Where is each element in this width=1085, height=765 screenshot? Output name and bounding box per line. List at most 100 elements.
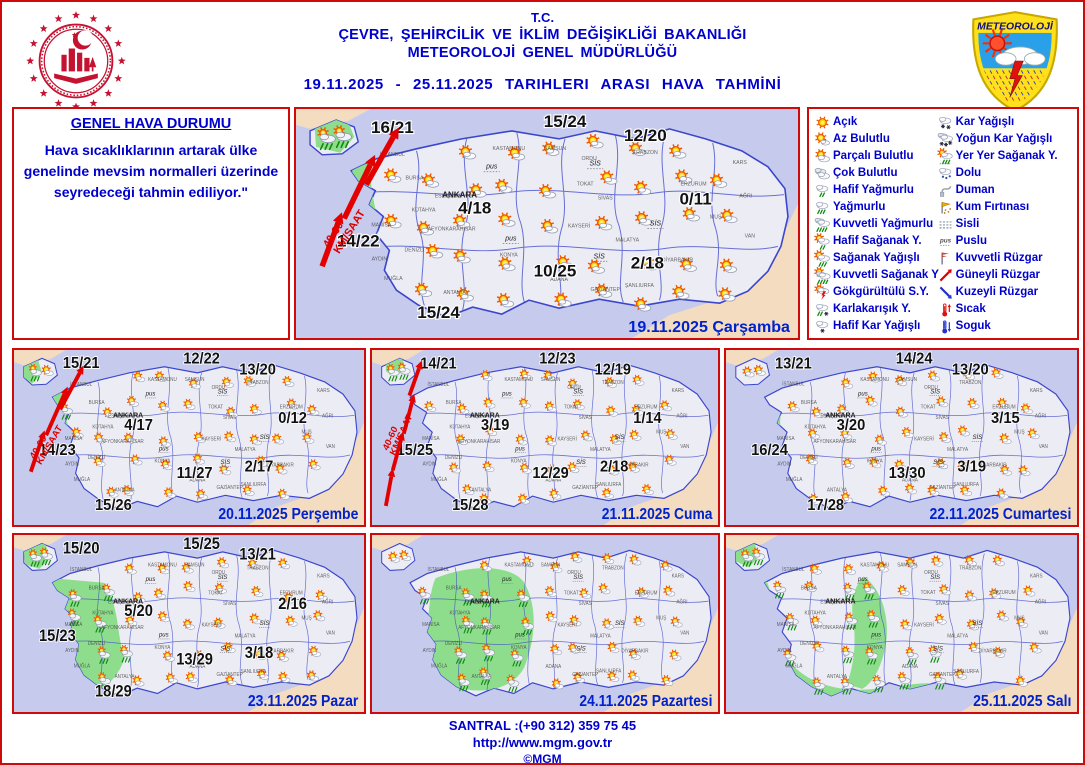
sun-cloud-weather-icon (664, 454, 677, 466)
sun-cloud-weather-icon (927, 485, 940, 497)
sun-cloud-weather-icon (286, 398, 299, 410)
sun-cloud-weather-icon (874, 434, 887, 446)
svg-text:KAYSERİ: KAYSERİ (568, 223, 590, 230)
ministry-logo-svg (26, 11, 126, 111)
forecast-map-sunday: İSTANBUL BURSA ESKİŞEHİR KÜTAHYA MANİSA AYDIN… (12, 533, 366, 714)
svg-text:MALATYA: MALATYA (947, 447, 969, 453)
svg-text:10/25: 10/25 (534, 261, 577, 280)
svg-text:SAMSUN: SAMSUN (185, 562, 205, 568)
legend-box: Açık Az Bulutlu Parçalı Bulutlu Çok Bulutlu… (807, 107, 1079, 340)
turkey-map-svg: İSTANBUL BURSA ESKİŞEHİR KÜTAHYA MANİSA AYDIN… (726, 535, 1077, 712)
legend-item: Sağanak Yağışlı (814, 249, 937, 267)
temperature-labels: 15/21 12/22 13/20 14/23 4/17 0/12 11/27 2/17 15/… (38, 350, 307, 515)
province-borders (55, 553, 355, 691)
svg-text:MALATYA: MALATYA (590, 447, 611, 453)
map-date-label: 22.11.2025 Cumartesi (929, 506, 1071, 523)
snow-icon (938, 116, 951, 129)
sun-cloud-weather-icon (810, 615, 823, 627)
svg-text:GAZİANTEP: GAZİANTEP (929, 671, 955, 678)
svg-text:SİS: SİS (260, 433, 270, 441)
sun-cloud-weather-icon (895, 406, 908, 418)
svg-text:VAN: VAN (326, 630, 336, 636)
sun-cloud-weather-icon (837, 403, 850, 415)
svg-text:SİS: SİS (930, 387, 940, 395)
rain-weather-icon (333, 125, 352, 149)
sun-cloud-weather-icon (518, 397, 531, 409)
city-labels: İSTANBULBURSAESKİŞEHİRKÜTAHYAMANİSAAYDIN… (371, 146, 755, 296)
rain-weather-icon (482, 643, 495, 662)
shower-1-icon (814, 232, 830, 250)
sun-cloud-weather-icon (545, 611, 558, 623)
sun-cloud-weather-icon (554, 292, 572, 307)
sun-cloud-weather-icon (414, 282, 433, 297)
svg-text:pus: pus (501, 576, 512, 583)
sun-cloud-weather-icon (631, 404, 644, 416)
sun-cloud-weather-icon (663, 585, 676, 597)
sun-small-cloud-icon (815, 131, 830, 145)
legend-label: Kuvvetli Yağmurlu (833, 218, 934, 230)
svg-text:ORDU: ORDU (567, 385, 581, 391)
rain-weather-icon (93, 614, 107, 633)
svg-text:GAZİANTEP: GAZİANTEP (217, 484, 243, 491)
turkey-map-svg: İSTANBUL BURSA ESKİŞEHİR KÜTAHYA MANİSA AYDIN… (726, 350, 1077, 525)
snow-light-icon (816, 320, 829, 333)
svg-text:KASTAMONU: KASTAMONU (504, 377, 533, 383)
svg-text:KAYSERİ: KAYSERİ (202, 621, 222, 628)
rain-weather-icon (506, 674, 520, 693)
city-labels: İSTANBULBURSAESKİŞEHİRKÜTAHYAMANİSAAYDIN… (65, 562, 336, 680)
legend-label: Kum Fırtınası (955, 201, 1030, 213)
svg-text:KASTAMONU: KASTAMONU (148, 377, 177, 383)
svg-text:SİS: SİS (650, 220, 662, 228)
svg-text:DİYARBAKIR: DİYARBAKIR (266, 648, 294, 655)
sun-cloud-weather-icon (277, 488, 290, 500)
sun-cloud-weather-icon (1016, 616, 1029, 628)
rain-weather-icon (785, 612, 799, 631)
svg-text:AYDIN: AYDIN (65, 461, 79, 467)
sun-cloud-weather-icon (602, 553, 615, 565)
rain-weather-icon (397, 362, 411, 380)
neighbor-land-nw (296, 109, 371, 129)
sun-cloud-weather-icon (457, 403, 470, 415)
legend-item: pus Puslu (937, 233, 1075, 249)
sun-cloud-weather-icon (602, 487, 614, 499)
neighbor-land-se (603, 608, 718, 712)
city-labels: İSTANBULBURSAESKİŞEHİRKÜTAHYAMANİSAAYDIN… (422, 377, 690, 494)
sun-cloud-weather-icon (247, 558, 260, 570)
svg-text:pus: pus (514, 631, 525, 638)
svg-text:KONYA: KONYA (511, 645, 527, 651)
svg-text:KÜTAHYA: KÜTAHYA (805, 609, 827, 616)
svg-text:TOKAT: TOKAT (208, 590, 223, 596)
svg-text:MUŞ: MUŞ (656, 615, 666, 621)
svg-text:ORDU: ORDU (924, 570, 938, 576)
svg-text:GAZİANTEP: GAZİANTEP (217, 671, 243, 678)
svg-text:TRABZON: TRABZON (959, 565, 982, 571)
legend-item: Az Bulutlu (814, 131, 937, 147)
svg-text:DİYARBAKIR: DİYARBAKIR (662, 256, 693, 263)
svg-text:SİVAS: SİVAS (598, 195, 614, 202)
sun-cloud-weather-icon (125, 614, 138, 627)
rain-weather-icon (28, 549, 42, 567)
rain-weather-icon (97, 672, 111, 690)
sun-cloud-weather-icon (569, 615, 582, 627)
sun-cloud-weather-icon (193, 431, 206, 443)
sun-cloud-weather-icon (384, 168, 402, 183)
rain-weather-icon (841, 645, 855, 664)
svg-text:ERZURUM: ERZURUM (635, 590, 658, 596)
svg-text:MANİSA: MANİSA (422, 435, 440, 442)
sun-cloud-weather-icon (154, 371, 167, 383)
neighbor-land-se (248, 608, 364, 712)
svg-text:SİS: SİS (221, 644, 231, 652)
rain-weather-icon (480, 589, 493, 608)
forecast-map-thursday: İSTANBUL BURSA ESKİŞEHİR KÜTAHYA MANİSA AYDIN… (12, 348, 366, 527)
sun-cloud-weather-icon (567, 642, 580, 654)
city-labels: İSTANBULBURSAESKİŞEHİRKÜTAHYAMANİSAAYDIN… (422, 562, 690, 680)
svg-text:SİVAS: SİVAS (223, 414, 236, 421)
svg-text:KAYSERİ: KAYSERİ (202, 435, 222, 442)
sun-cloud-weather-icon (609, 434, 622, 446)
sun-cloud-weather-icon (550, 561, 563, 573)
svg-text:SİS: SİS (615, 619, 625, 627)
svg-text:SİS: SİS (576, 459, 586, 466)
sun-cloud-weather-icon (158, 436, 171, 448)
rain-weather-icon (479, 667, 492, 685)
sun-cloud-weather-icon (939, 584, 952, 596)
